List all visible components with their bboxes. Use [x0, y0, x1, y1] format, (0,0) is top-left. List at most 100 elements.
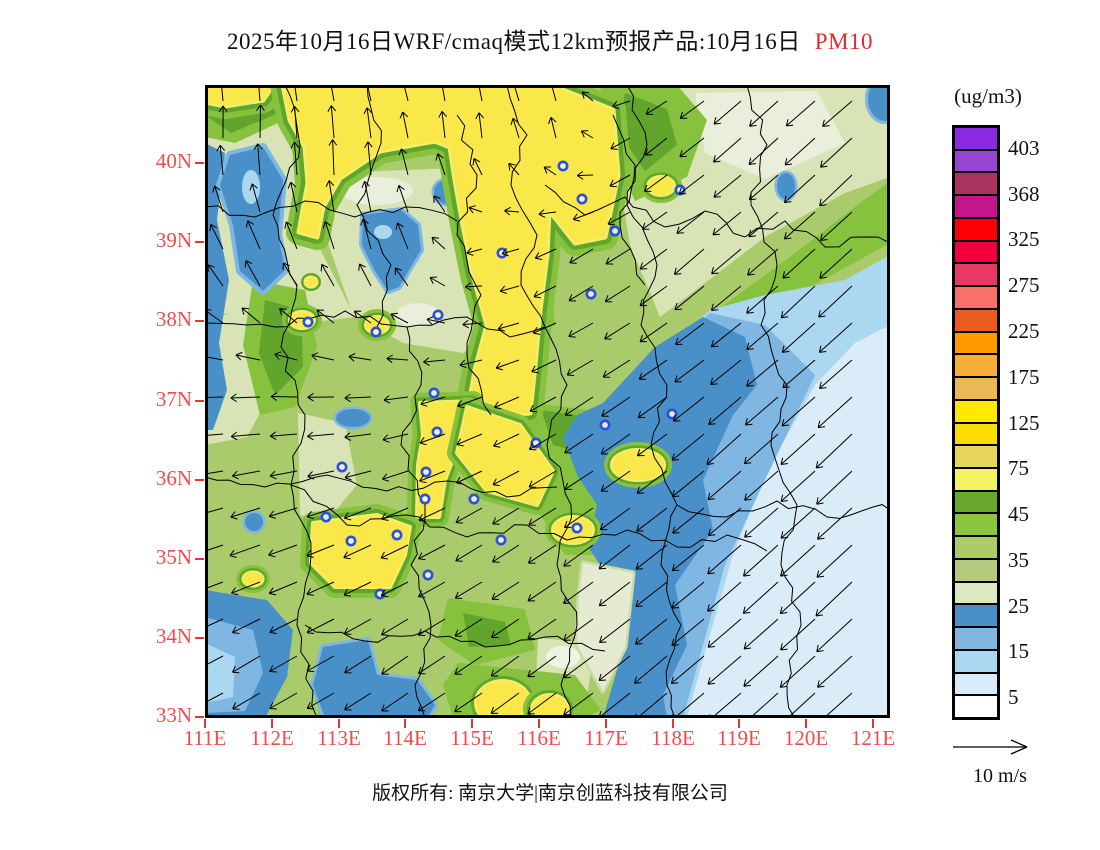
- legend-value-368: 368: [1008, 181, 1040, 206]
- province-boundary: [205, 474, 558, 498]
- lat-label-38N: 38N: [155, 307, 192, 331]
- legend-value-25: 25: [1008, 593, 1029, 618]
- wind-scale-legend: 10 m/s: [935, 733, 1065, 788]
- copyright-text: 版权所有: 南京大学|南京创蓝科技有限公司: [372, 783, 728, 804]
- lon-label-111E: 111E: [183, 726, 227, 750]
- legend-value-125: 125: [1008, 410, 1040, 435]
- province-boundary: [400, 326, 432, 718]
- page-title: 2025年10月16日WRF/cmaq模式12km预报产品:10月16日 PM10: [0, 22, 1100, 56]
- province-boundary: [205, 200, 458, 222]
- legend-value-325: 325: [1008, 227, 1040, 252]
- province-boundary: [304, 624, 606, 652]
- legend-cell-12: [955, 400, 997, 424]
- city-marker: [422, 569, 434, 581]
- legend-value-35: 35: [1008, 547, 1029, 572]
- city-marker: [336, 461, 348, 473]
- province-boundary: [626, 85, 682, 718]
- city-marker: [302, 316, 314, 328]
- legend-cell-17: [955, 514, 997, 538]
- province-boundary: [456, 114, 492, 416]
- region-cream-peninsula: [577, 563, 633, 691]
- region-y-main: [283, 85, 618, 417]
- legend-value-275: 275: [1008, 273, 1040, 298]
- lat-tick: [195, 320, 204, 322]
- legend-cell-21: [955, 605, 997, 629]
- city-marker: [419, 493, 431, 505]
- city-marker: [585, 288, 597, 300]
- lon-tick: [538, 719, 540, 728]
- legend-value-75: 75: [1008, 456, 1029, 481]
- region-blue-ne-corner: [868, 85, 890, 121]
- lat-label-39N: 39N: [155, 228, 192, 252]
- wind-scale-label: 10 m/s: [973, 765, 1027, 787]
- legend-cell-6: [955, 264, 997, 288]
- wind-scale-arrow-icon: [953, 739, 1028, 755]
- region-cream-ne: [695, 91, 845, 179]
- lon-label-118E: 118E: [651, 726, 695, 750]
- lon-label-120E: 120E: [783, 726, 829, 750]
- legend-value-225: 225: [1008, 318, 1040, 343]
- lat-tick: [195, 716, 204, 718]
- legend-cell-22: [955, 628, 997, 651]
- region-blue-w-edge: [205, 143, 229, 430]
- lon-tick: [338, 719, 340, 728]
- legend-cell-2: [955, 173, 997, 197]
- map-canvas: [205, 85, 890, 718]
- lon-label-119E: 119E: [717, 726, 761, 750]
- legend-cell-18: [955, 537, 997, 560]
- city-marker: [428, 387, 440, 399]
- lon-label-115E: 115E: [450, 726, 494, 750]
- region-blue-ne-spot: [777, 173, 795, 199]
- legend-cell-16: [955, 491, 997, 515]
- province-boundary: [746, 85, 802, 718]
- lon-label-117E: 117E: [584, 726, 628, 750]
- region-y-sp4: [243, 572, 263, 586]
- legend-cell-20: [955, 582, 997, 606]
- legend-cell-8: [955, 309, 997, 333]
- region-y-bot2: [532, 695, 568, 718]
- legend-value-5: 5: [1008, 685, 1019, 710]
- city-marker: [431, 426, 443, 438]
- region-y-branch: [457, 407, 553, 505]
- region-blue-s1: [313, 640, 435, 718]
- city-marker: [666, 408, 678, 420]
- province-boundary: [544, 184, 890, 248]
- lat-label-37N: 37N: [155, 387, 192, 411]
- city-marker: [599, 419, 611, 431]
- lat-label-35N: 35N: [155, 545, 192, 569]
- legend-cell-13: [955, 423, 997, 447]
- province-boundary: [612, 114, 646, 286]
- map-layers: [205, 85, 890, 718]
- region-white-bot: [546, 646, 580, 668]
- province-boundary: [506, 85, 546, 328]
- region-cream-c1: [341, 176, 413, 206]
- legend-cell-1: [955, 150, 997, 174]
- legend-value-175: 175: [1008, 364, 1040, 389]
- lon-tick: [738, 719, 740, 728]
- region-y-e1: [612, 450, 664, 480]
- forecast-map: [205, 85, 890, 718]
- city-marker: [468, 493, 480, 505]
- city-marker: [576, 193, 588, 205]
- city-marker: [557, 160, 569, 172]
- lon-tick: [672, 719, 674, 728]
- title-pollutant: PM10: [814, 29, 874, 54]
- legend-cell-5: [955, 241, 997, 265]
- city-marker: [495, 534, 507, 546]
- lat-tick: [195, 400, 204, 402]
- legend-cell-10: [955, 355, 997, 379]
- legend-cell-9: [955, 332, 997, 356]
- legend-cell-23: [955, 650, 997, 674]
- province-boundary: [272, 85, 318, 718]
- city-marker: [370, 326, 382, 338]
- province-boundary: [205, 310, 546, 338]
- lon-tick: [471, 719, 473, 728]
- region-blue-c3: [336, 408, 370, 428]
- lon-label-113E: 113E: [317, 726, 361, 750]
- lat-tick: [195, 637, 204, 639]
- lat-label-36N: 36N: [155, 466, 192, 490]
- legend-cell-14: [955, 446, 997, 470]
- region-y-bot1: [476, 681, 530, 718]
- legend-value-403: 403: [1008, 135, 1040, 160]
- city-marker: [391, 529, 403, 541]
